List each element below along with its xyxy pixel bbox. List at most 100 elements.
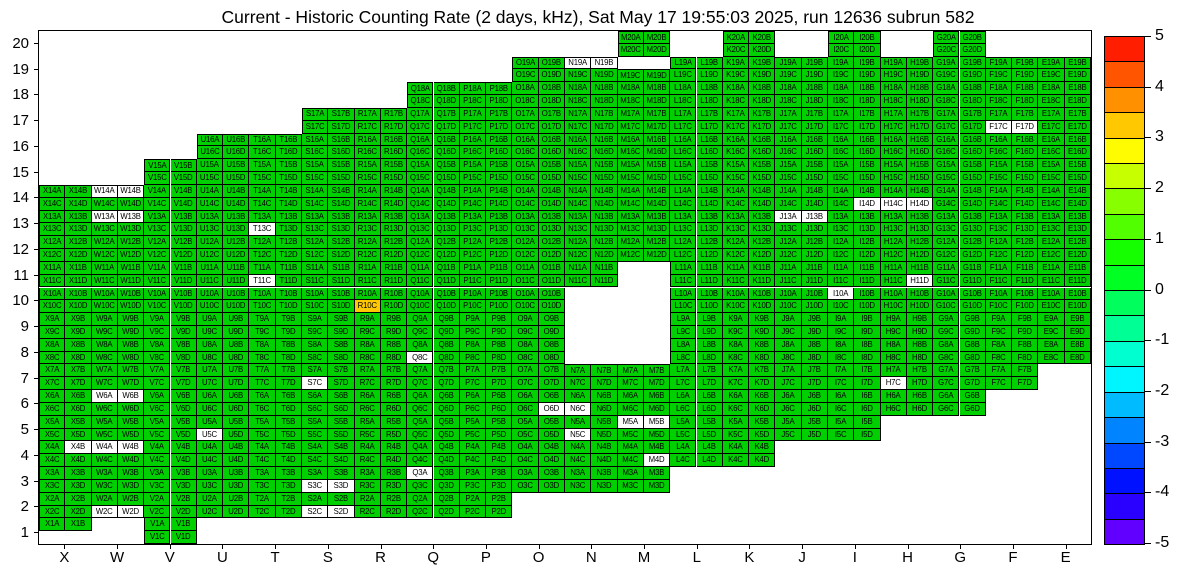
heatmap-cell: M4B — [643, 441, 671, 455]
heatmap-cell: X4D — [65, 454, 92, 468]
heatmap-cell: T9D — [275, 325, 302, 339]
y-axis-tick — [34, 506, 38, 508]
heatmap-cell: P14C — [459, 197, 487, 211]
heatmap-cell: Q6A — [407, 390, 434, 403]
heatmap-cell: X2A — [39, 492, 66, 506]
heatmap-cell: Q4D — [433, 454, 460, 468]
heatmap-cell: K12B — [749, 236, 776, 249]
x-axis-tick — [960, 545, 962, 549]
heatmap-cell: E16D — [1064, 146, 1091, 160]
x-axis-label: F — [1008, 549, 1018, 566]
heatmap-cell: V7C — [144, 377, 171, 391]
heatmap-cell: V15D — [170, 172, 197, 185]
heatmap-cell: O17C — [512, 120, 539, 134]
heatmap-cell: P6B — [486, 390, 513, 403]
y-axis-label: 6 — [20, 395, 29, 413]
heatmap-cell: Q5A — [407, 415, 434, 429]
heatmap-cell: L12B — [696, 236, 723, 249]
heatmap-cell: W3B — [117, 467, 145, 480]
heatmap-cell: H17B — [906, 107, 934, 121]
heatmap-cell: J12D — [801, 249, 828, 262]
heatmap-cell: L16A — [670, 133, 697, 147]
heatmap-cell: T13D — [275, 223, 302, 237]
heatmap-cell: M7D — [643, 377, 671, 391]
heatmap-cell: O13A — [512, 210, 539, 224]
heatmap-cell: K4B — [749, 441, 776, 455]
heatmap-cell: M7B — [643, 364, 671, 378]
heatmap-cell: V15C — [144, 172, 171, 185]
heatmap-cell: G18D — [959, 95, 986, 108]
heatmap-cell: W9C — [91, 325, 118, 339]
heatmap-cell: X1A — [39, 518, 66, 532]
heatmap-cell: Q6D — [433, 402, 460, 416]
heatmap-cell: Q16D — [433, 146, 460, 160]
heatmap-cell: L13C — [670, 223, 697, 237]
heatmap-cell: P13A — [459, 210, 487, 224]
heatmap-cell: F15C — [985, 172, 1013, 185]
heatmap-cell: T16B — [275, 133, 302, 147]
heatmap-cell: P11A — [459, 261, 487, 275]
heatmap-cell: W14D — [117, 197, 145, 211]
heatmap-cell: W4B — [117, 441, 145, 455]
heatmap-cell: O8C — [512, 351, 539, 365]
heatmap-cell: T5D — [275, 428, 302, 442]
heatmap-cell: L4B — [696, 441, 723, 455]
heatmap-cell: X10C — [39, 300, 66, 314]
colorbar-tick-label: 3 — [1155, 128, 1164, 146]
heatmap-cell: P6A — [459, 390, 487, 403]
heatmap-cell: N18A — [565, 82, 592, 96]
heatmap-cell: T7D — [275, 377, 302, 391]
heatmap-cell: H7B — [906, 364, 934, 378]
heatmap-cell: K17B — [749, 107, 776, 121]
heatmap-cell: G14B — [959, 184, 986, 198]
heatmap-cell: L17C — [670, 120, 697, 134]
heatmap-cell: O7C — [512, 377, 539, 391]
x-axis-label: O — [532, 549, 545, 566]
heatmap-cell: K18D — [749, 95, 776, 108]
heatmap-cell: X5A — [39, 415, 66, 429]
heatmap-cell: Q5B — [433, 415, 460, 429]
heatmap-cell: G7C — [933, 377, 960, 391]
heatmap-cell: W11A — [91, 261, 118, 275]
heatmap-cell: O5A — [512, 415, 539, 429]
x-axis-label: T — [270, 549, 280, 566]
heatmap-cell: O6D — [538, 402, 565, 416]
heatmap-cell: J17C — [775, 120, 802, 134]
heatmap-cell: P8D — [486, 351, 513, 365]
x-axis-tick — [222, 545, 224, 549]
heatmap-cell: S4C — [302, 454, 329, 468]
heatmap-cell: Q10C — [407, 300, 434, 314]
heatmap-cell: K16C — [722, 146, 750, 160]
heatmap-cell: O15B — [538, 159, 565, 173]
heatmap-cell: G20C — [933, 43, 960, 57]
heatmap-cell: X14C — [39, 197, 66, 211]
heatmap-cell: Q12D — [433, 249, 460, 262]
heatmap-cell: S14D — [328, 197, 355, 211]
heatmap-cell: N7C — [565, 377, 592, 391]
heatmap-cell: F8A — [985, 338, 1013, 352]
heatmap-cell: G10B — [959, 287, 986, 301]
heatmap-cell: L6D — [696, 402, 723, 416]
heatmap-cell: T10B — [275, 287, 302, 301]
heatmap-cell: H16C — [880, 146, 907, 160]
colorbar-tick-label: 2 — [1155, 179, 1164, 197]
heatmap-cell: K10A — [722, 287, 750, 301]
heatmap-cell: U14B — [223, 184, 250, 198]
heatmap-cell: V5B — [170, 415, 197, 429]
heatmap-cell: T8C — [249, 351, 276, 365]
heatmap-cell: V4D — [170, 454, 197, 468]
heatmap-cell: X9D — [65, 325, 92, 339]
colorbar-tick-label: -5 — [1155, 534, 1170, 551]
heatmap-cell: G8D — [959, 351, 986, 365]
heatmap-cell: F9A — [985, 313, 1013, 326]
x-axis-label: X — [59, 549, 70, 566]
y-axis-label: 10 — [12, 292, 29, 310]
heatmap-cell: S9D — [328, 325, 355, 339]
heatmap-cell: I14C — [828, 197, 855, 211]
heatmap-cell: P9D — [486, 325, 513, 339]
heatmap-cell: Q6B — [433, 390, 460, 403]
heatmap-cell: F8B — [1012, 338, 1039, 352]
heatmap-cell: Q16B — [433, 133, 460, 147]
x-axis-label: P — [480, 549, 491, 566]
heatmap-cell: E13B — [1064, 210, 1091, 224]
